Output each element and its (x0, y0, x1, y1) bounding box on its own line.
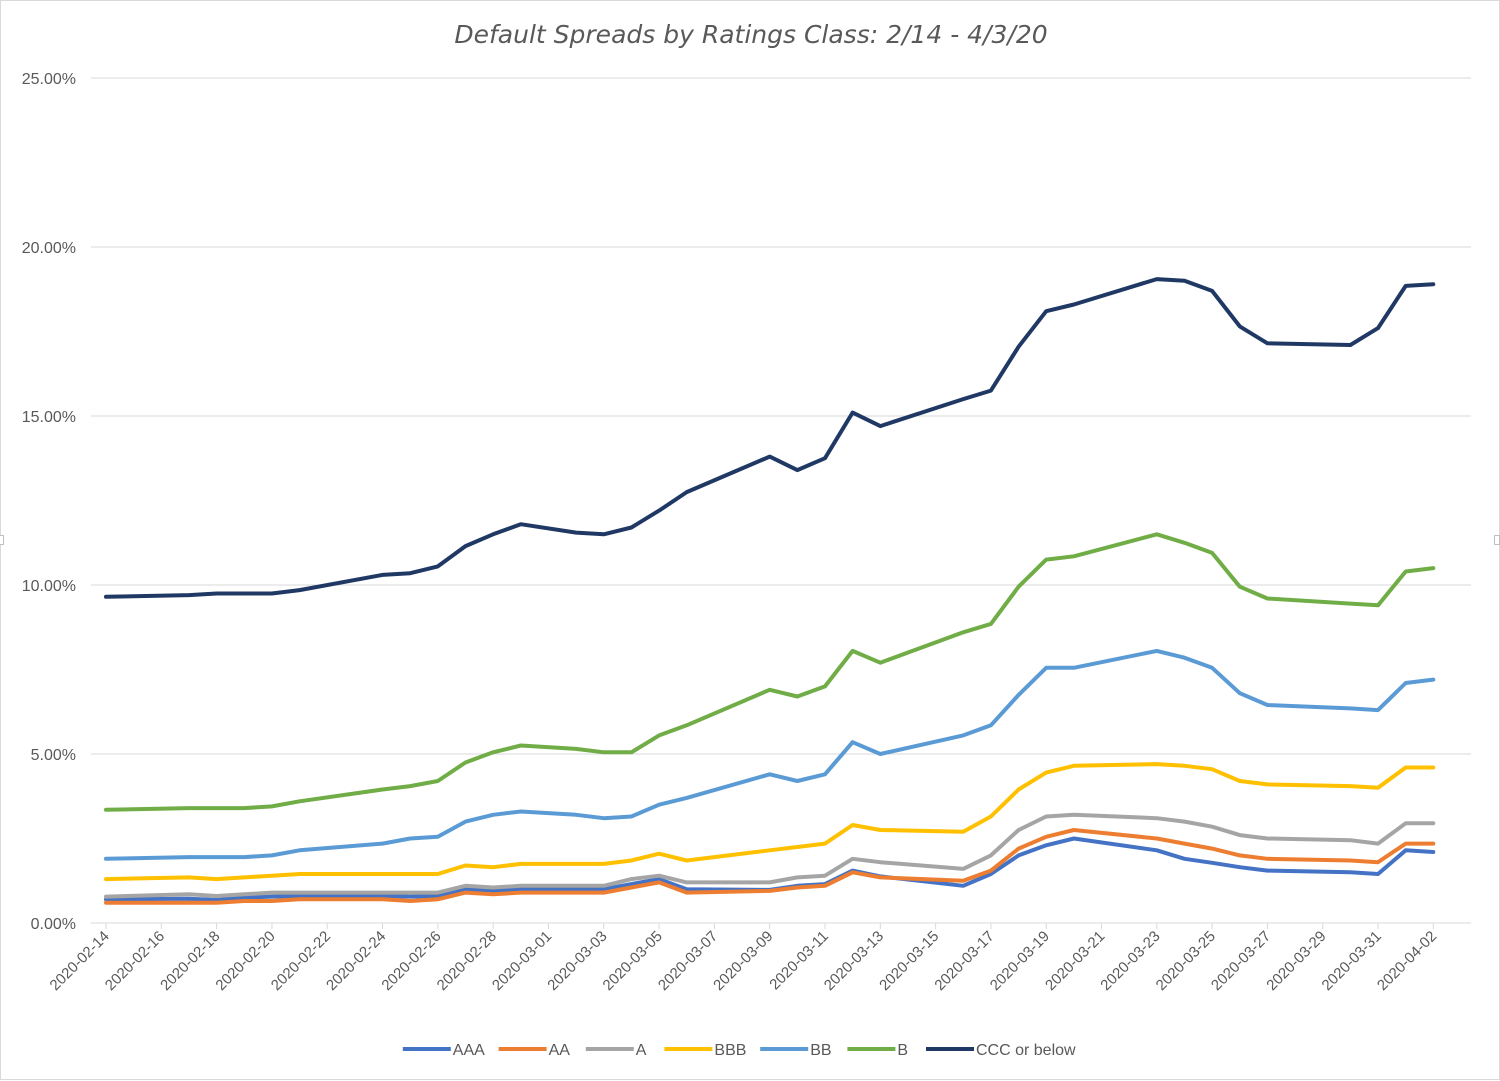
legend-label-a: A (636, 1042, 647, 1059)
x-axis: 2020-02-142020-02-162020-02-182020-02-20… (47, 923, 1440, 994)
y-tick-label: 25.00% (22, 71, 76, 88)
x-tick-label: 2020-04-02 (1374, 928, 1440, 994)
legend-label-b: B (897, 1042, 908, 1059)
legend-label-ccc-or-below: CCC or below (976, 1042, 1076, 1059)
legend-label-aa: AA (549, 1042, 571, 1059)
series-line-b (104, 532, 1436, 812)
chart-title: Default Spreads by Ratings Class: 2/14 -… (454, 20, 1047, 49)
y-tick-label: 10.00% (22, 578, 76, 595)
y-tick-label: 15.00% (22, 409, 76, 426)
resize-handle-right[interactable] (1494, 535, 1500, 545)
legend-label-bbb: BBB (714, 1042, 746, 1059)
y-tick-label: 20.00% (22, 240, 76, 257)
resize-handle-left[interactable] (0, 535, 4, 545)
legend: AAA AA A BBB BB B CCC or below (402, 1042, 1076, 1059)
series-line-aa (104, 828, 1436, 905)
series-line-bb (104, 648, 1436, 861)
x-tick-label: 2020-03-09 (710, 928, 776, 994)
legend-label-aaa: AAA (453, 1042, 485, 1059)
gridlines (91, 77, 1471, 924)
series-line-a (104, 812, 1436, 899)
series-lines (104, 277, 1436, 905)
series-line-ccc-or-below (104, 277, 1436, 599)
y-axis: 0.00% 5.00% 10.00% 15.00% 20.00% 25.00% (22, 71, 76, 933)
y-tick-label: 0.00% (31, 916, 76, 933)
series-line-bbb (104, 762, 1436, 882)
y-tick-label: 5.00% (31, 747, 76, 764)
legend-label-bb: BB (810, 1042, 831, 1059)
